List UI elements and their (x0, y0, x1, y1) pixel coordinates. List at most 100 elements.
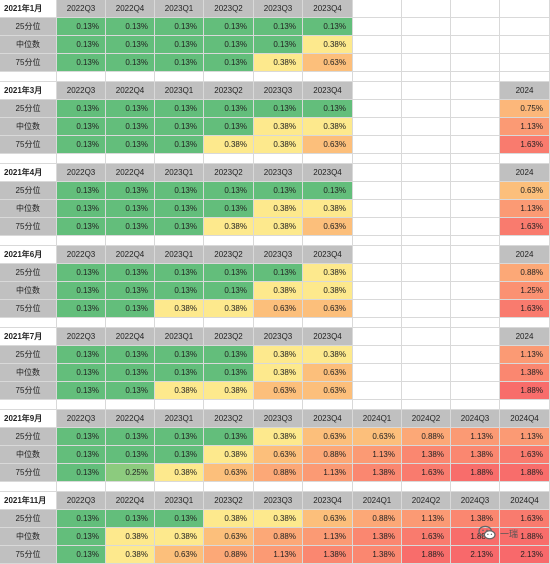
column-header[interactable] (402, 0, 451, 18)
column-header[interactable] (451, 0, 500, 18)
empty-cell[interactable] (451, 100, 500, 118)
value-cell[interactable]: 0.13% (106, 118, 155, 136)
column-header[interactable] (451, 82, 500, 100)
value-cell[interactable]: 0.13% (155, 346, 204, 364)
value-cell[interactable]: 0.13% (204, 364, 254, 382)
empty-cell[interactable] (353, 200, 402, 218)
column-header[interactable]: 2023Q1 (155, 410, 204, 428)
value-cell[interactable]: 0.13% (57, 464, 106, 482)
column-header[interactable] (402, 246, 451, 264)
empty-cell[interactable] (402, 100, 451, 118)
value-cell[interactable]: 0.13% (57, 118, 106, 136)
column-header[interactable]: 2023Q3 (254, 82, 303, 100)
value-cell[interactable]: 0.13% (254, 182, 303, 200)
column-header[interactable]: 2023Q4 (303, 164, 353, 182)
column-header[interactable]: 2023Q1 (155, 0, 204, 18)
value-cell[interactable]: 0.13% (303, 18, 353, 36)
value-cell[interactable]: 1.63% (402, 464, 451, 482)
value-cell[interactable]: 0.13% (106, 54, 155, 72)
column-header[interactable] (402, 164, 451, 182)
column-header[interactable]: 2023Q1 (155, 246, 204, 264)
empty-cell[interactable] (451, 218, 500, 236)
empty-cell[interactable] (353, 54, 402, 72)
column-header[interactable] (500, 0, 550, 18)
column-header[interactable]: 2022Q4 (106, 82, 155, 100)
value-cell[interactable]: 0.63% (500, 182, 550, 200)
column-header[interactable]: 2022Q4 (106, 410, 155, 428)
column-header[interactable] (451, 328, 500, 346)
row-label[interactable]: 25分位 (0, 428, 57, 446)
value-cell[interactable]: 0.38% (254, 346, 303, 364)
empty-cell[interactable] (451, 346, 500, 364)
value-cell[interactable]: 0.13% (254, 36, 303, 54)
column-header[interactable]: 2024 (500, 328, 550, 346)
empty-cell[interactable] (353, 282, 402, 300)
value-cell[interactable]: 2.13% (500, 546, 550, 564)
empty-cell[interactable] (451, 282, 500, 300)
value-cell[interactable]: 0.38% (303, 282, 353, 300)
value-cell[interactable]: 1.38% (451, 446, 500, 464)
column-header[interactable]: 2022Q4 (106, 0, 155, 18)
empty-cell[interactable] (451, 300, 500, 318)
value-cell[interactable]: 0.13% (106, 510, 155, 528)
empty-cell[interactable] (451, 382, 500, 400)
value-cell[interactable]: 0.13% (155, 18, 204, 36)
column-header[interactable]: 2022Q3 (57, 0, 106, 18)
value-cell[interactable]: 0.13% (155, 264, 204, 282)
empty-cell[interactable] (451, 200, 500, 218)
empty-cell[interactable] (402, 200, 451, 218)
value-cell[interactable]: 0.13% (57, 364, 106, 382)
value-cell[interactable]: 0.25% (106, 464, 155, 482)
column-header[interactable]: 2023Q2 (204, 246, 254, 264)
value-cell[interactable]: 0.13% (106, 346, 155, 364)
column-header[interactable]: 2022Q3 (57, 164, 106, 182)
column-header[interactable]: 2022Q3 (57, 246, 106, 264)
value-cell[interactable]: 0.13% (57, 218, 106, 236)
column-header[interactable] (353, 82, 402, 100)
value-cell[interactable]: 1.13% (303, 464, 353, 482)
column-header[interactable]: 2023Q4 (303, 328, 353, 346)
row-label[interactable]: 中位数 (0, 36, 57, 54)
value-cell[interactable]: 0.63% (204, 464, 254, 482)
value-cell[interactable]: 0.88% (303, 446, 353, 464)
column-header[interactable]: 2023Q3 (254, 328, 303, 346)
column-header[interactable]: 2024Q2 (402, 410, 451, 428)
value-cell[interactable]: 0.13% (57, 54, 106, 72)
value-cell[interactable]: 0.13% (57, 510, 106, 528)
value-cell[interactable]: 0.13% (57, 36, 106, 54)
value-cell[interactable]: 0.63% (303, 136, 353, 154)
value-cell[interactable]: 0.13% (155, 36, 204, 54)
value-cell[interactable]: 1.38% (303, 546, 353, 564)
empty-cell[interactable] (402, 218, 451, 236)
empty-cell[interactable] (353, 382, 402, 400)
column-header[interactable]: 2022Q3 (57, 328, 106, 346)
column-header[interactable] (353, 246, 402, 264)
block-title[interactable]: 2021年11月 (0, 492, 57, 510)
empty-cell[interactable] (402, 300, 451, 318)
value-cell[interactable]: 0.13% (106, 36, 155, 54)
block-title[interactable]: 2021年3月 (0, 82, 57, 100)
value-cell[interactable]: 0.13% (204, 54, 254, 72)
value-cell[interactable]: 1.38% (402, 446, 451, 464)
column-header[interactable]: 2024Q4 (500, 410, 550, 428)
value-cell[interactable]: 0.13% (155, 100, 204, 118)
row-label[interactable]: 25分位 (0, 100, 57, 118)
value-cell[interactable]: 0.63% (254, 446, 303, 464)
value-cell[interactable]: 0.13% (106, 182, 155, 200)
block-title[interactable]: 2021年9月 (0, 410, 57, 428)
row-label[interactable]: 75分位 (0, 300, 57, 318)
value-cell[interactable]: 1.13% (254, 546, 303, 564)
column-header[interactable]: 2024 (500, 164, 550, 182)
column-header[interactable] (451, 164, 500, 182)
value-cell[interactable]: 0.38% (254, 510, 303, 528)
value-cell[interactable]: 0.38% (254, 282, 303, 300)
value-cell[interactable]: 0.13% (155, 510, 204, 528)
column-header[interactable]: 2024Q4 (500, 492, 550, 510)
empty-cell[interactable] (451, 364, 500, 382)
value-cell[interactable]: 0.13% (57, 200, 106, 218)
value-cell[interactable]: 1.88% (500, 464, 550, 482)
value-cell[interactable]: 0.13% (204, 118, 254, 136)
value-cell[interactable]: 1.63% (500, 218, 550, 236)
value-cell[interactable]: 1.63% (500, 136, 550, 154)
value-cell[interactable]: 0.88% (254, 528, 303, 546)
